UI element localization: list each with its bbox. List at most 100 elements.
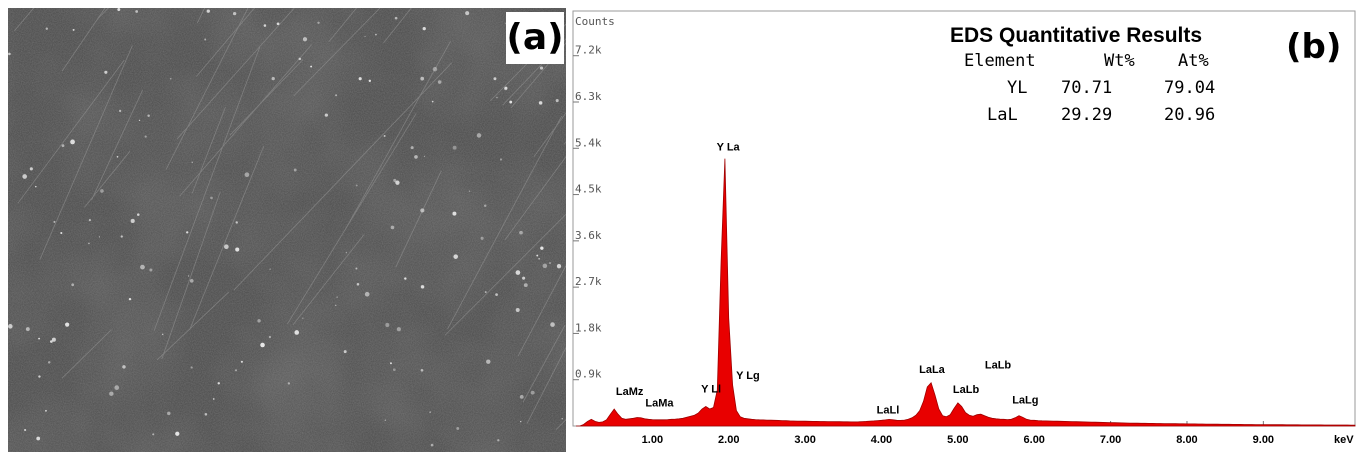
sem-particle xyxy=(430,443,434,447)
sem-particle xyxy=(335,94,338,97)
sem-particle xyxy=(496,96,498,99)
sem-particle xyxy=(429,411,431,413)
sem-particle xyxy=(116,155,119,158)
sem-particle xyxy=(538,257,540,260)
sem-particle xyxy=(138,119,141,122)
sem-particle xyxy=(394,16,398,20)
sem-particle xyxy=(530,390,535,395)
sem-particle xyxy=(149,268,153,272)
sem-particle xyxy=(561,418,563,420)
y-tick-label: 7.2k xyxy=(575,44,602,57)
sem-particle xyxy=(383,134,386,137)
panel-b-label: (b) xyxy=(1286,27,1341,67)
sem-particle xyxy=(422,27,426,31)
sem-particle xyxy=(420,368,424,372)
sem-particle xyxy=(234,369,238,372)
sem-particle xyxy=(130,218,135,223)
sem-particle xyxy=(395,180,400,185)
sem-particle xyxy=(45,409,47,412)
sem-particle xyxy=(240,360,243,363)
sem-particle xyxy=(47,361,51,364)
sem-particle xyxy=(122,365,126,369)
sem-grain-texture xyxy=(8,8,566,452)
sem-particle xyxy=(345,251,348,254)
sem-scratch xyxy=(292,234,365,326)
sem-particle xyxy=(465,11,470,16)
sem-particle xyxy=(483,204,487,208)
sem-particle xyxy=(536,254,539,257)
sem-scratch xyxy=(395,170,442,268)
x-tick-label: 5.00 xyxy=(947,434,968,446)
sem-scratch xyxy=(510,42,566,109)
sem-particle xyxy=(519,395,524,399)
sem-particle xyxy=(244,172,250,178)
sem-particle xyxy=(389,362,392,365)
sem-particle xyxy=(206,9,210,13)
sem-particle xyxy=(287,382,291,385)
sem-scratch xyxy=(196,8,255,77)
sem-particle xyxy=(191,161,193,164)
sem-particle xyxy=(356,282,360,286)
sem-particle xyxy=(504,86,508,90)
sem-particle xyxy=(414,155,418,159)
sem-particle xyxy=(495,293,498,296)
sem-particle xyxy=(302,317,304,319)
peak-label: LaLg xyxy=(1012,395,1038,407)
peak-label: LaLb xyxy=(953,384,980,396)
sem-scratch xyxy=(191,107,226,194)
y-tick-label: 5.4k xyxy=(575,136,602,149)
sem-particle xyxy=(144,135,147,138)
sem-particle xyxy=(294,330,300,335)
results-row-element: LaL xyxy=(987,105,1018,125)
sem-particle xyxy=(364,35,366,38)
panel-a-label: (a) xyxy=(506,12,564,64)
eds-spectrum-chart: Counts 0.9k1.8k2.7k3.6k4.5k5.4k6.3k7.2k … xyxy=(572,10,1356,450)
sem-particle xyxy=(523,283,528,288)
sem-scratch xyxy=(286,113,417,325)
sem-particle xyxy=(497,439,500,442)
sem-particle xyxy=(25,327,30,331)
sem-particle xyxy=(189,278,194,283)
sem-particle xyxy=(452,145,457,150)
sem-particle xyxy=(35,185,37,188)
results-row-at: 20.96 xyxy=(1164,105,1215,125)
sem-particle xyxy=(117,8,121,11)
y-tick-label: 6.3k xyxy=(575,90,602,103)
sem-particle xyxy=(24,428,27,432)
sem-particle xyxy=(522,276,526,280)
sem-particle xyxy=(72,28,75,31)
sem-scratch xyxy=(502,38,566,106)
x-tick-label: 8.00 xyxy=(1176,434,1197,446)
sem-particle xyxy=(549,262,551,264)
sem-particle xyxy=(269,268,271,270)
sem-particle xyxy=(539,66,544,70)
peak-label: Y La xyxy=(717,142,741,154)
sem-particle xyxy=(88,218,91,222)
results-row-wt: 29.29 xyxy=(1061,105,1112,125)
sem-particle xyxy=(520,420,522,423)
x-tick-label: 2.00 xyxy=(718,434,739,446)
sem-particle xyxy=(120,235,123,238)
sem-particle xyxy=(8,324,13,329)
x-axis-ticks: 1.00 2.00 3.00 4.00 5.00 6.00 7.00 8.00 9.00 xyxy=(642,421,1274,446)
sem-particle xyxy=(358,77,362,81)
sem-particle xyxy=(452,211,457,216)
sem-particle xyxy=(453,254,458,259)
sem-particle xyxy=(476,133,482,138)
sem-particle xyxy=(204,413,208,416)
sem-particle xyxy=(187,275,190,277)
peak-label: Y Lg xyxy=(736,370,760,382)
sem-particle xyxy=(420,208,425,213)
sem-scratch xyxy=(522,324,566,403)
peak-label: LaLb xyxy=(985,359,1012,371)
sem-scratch xyxy=(233,62,452,291)
sem-scratch xyxy=(189,145,265,331)
sem-particle xyxy=(50,340,53,343)
y-tick-label: 4.5k xyxy=(575,183,602,196)
peak-label: Y Ll xyxy=(701,383,721,395)
sem-particle xyxy=(393,368,396,372)
sem-scratch xyxy=(165,8,249,170)
sem-particle xyxy=(118,109,122,113)
sem-scratch xyxy=(344,41,451,230)
